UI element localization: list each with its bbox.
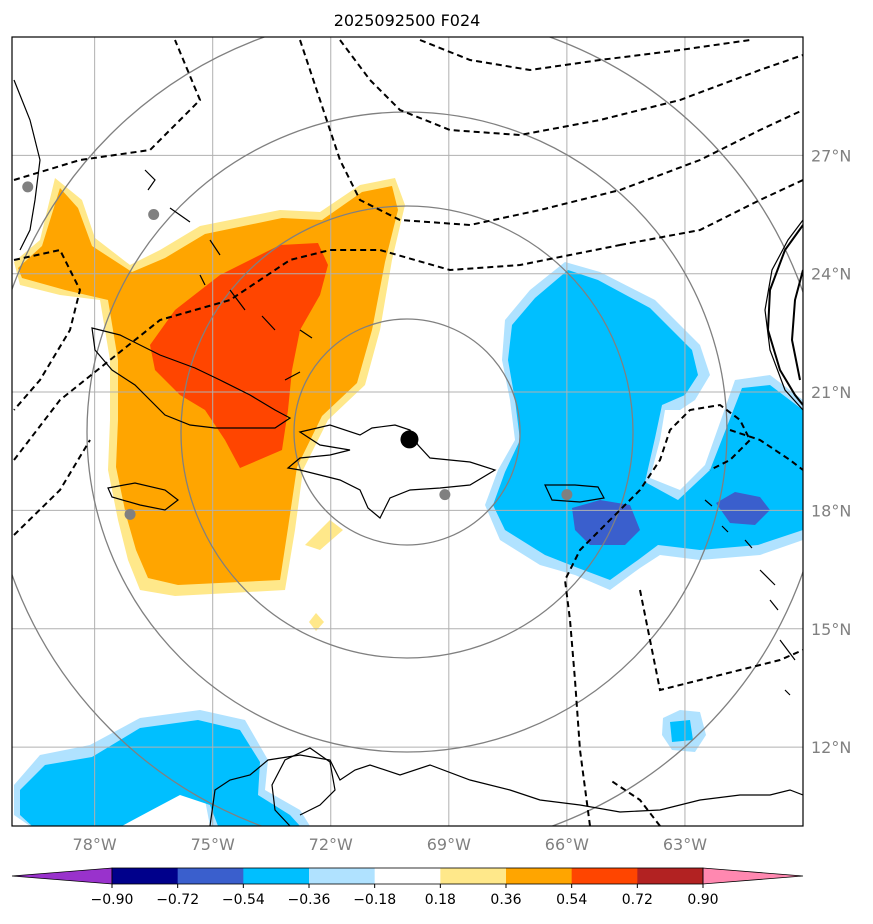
contour-5 (299, 39, 803, 227)
station-point (124, 508, 136, 520)
contour-1 (13, 39, 202, 181)
lon-tick-label: 75°W (191, 835, 235, 854)
coastline-florida (13, 79, 41, 251)
negative-anomaly-east-high-1 (572, 500, 640, 545)
colorbar-level-label: 0.36 (490, 892, 521, 908)
lat-tick-label: 24°N (811, 265, 851, 284)
colorbar-segment (571, 868, 638, 884)
lon-tick-label: 69°W (427, 835, 471, 854)
colorbar-level-label: −0.18 (353, 892, 396, 908)
positive-anomaly-dot (309, 613, 324, 631)
colorbar-segment (309, 868, 376, 884)
colorbar-level-label: 0.90 (687, 892, 718, 908)
solid-contour-1 (766, 224, 803, 406)
map-area (12, 37, 803, 826)
coastline-hispaniola (286, 424, 497, 519)
contour-4 (13, 439, 91, 536)
station-point (561, 489, 573, 501)
contour-9 (563, 403, 752, 826)
lat-tick-label: 15°N (811, 620, 851, 639)
range-rings (12, 37, 803, 826)
lon-tick-label: 72°W (309, 835, 353, 854)
coastline-puerto-rico (544, 484, 605, 503)
contour-2 (13, 248, 82, 411)
colorbar: −0.90 −0.72 −0.54 −0.36 −0.18 0.18 0.36 0.54 0.7… (11, 867, 804, 908)
colorbar-level-label: 0.72 (622, 892, 653, 908)
lon-tick-label: 63°W (663, 835, 707, 854)
coastlines (13, 79, 803, 826)
colorbar-segment (506, 868, 573, 884)
contour-6 (339, 39, 803, 137)
lat-tick-label: 12°N (811, 738, 851, 757)
coastline-venezuela-lake (271, 747, 336, 826)
contour-12 (729, 429, 803, 471)
coastline-jamaica (107, 482, 179, 511)
colorbar-level-label: −0.36 (288, 892, 331, 908)
gridlines (12, 37, 803, 826)
colorbar-segment (440, 868, 507, 884)
storm-center-marker (400, 430, 419, 449)
colorbar-outline (111, 867, 704, 885)
lat-tick-label: 27°N (811, 146, 851, 165)
colorbar-level-label: −0.54 (222, 892, 265, 908)
colorbar-level-label: −0.72 (156, 892, 199, 908)
coastline-cuba (91, 327, 292, 429)
longitude-tick-labels: 78°W 75°W 72°W 69°W 66°W 63°W (73, 835, 708, 854)
colorbar-segment (637, 868, 704, 884)
lat-tick-label: 18°N (811, 501, 851, 520)
contour-7 (419, 39, 751, 72)
lon-tick-label: 66°W (545, 835, 589, 854)
dashed-contours (13, 39, 803, 826)
map-title: 2025092500 F024 (334, 11, 481, 30)
station-point (22, 181, 34, 193)
colorbar-segment (177, 868, 244, 884)
colorbar-level-label: 0.18 (425, 892, 456, 908)
colorbar-segment (374, 868, 441, 884)
coastline-lesser-antilles (704, 499, 796, 696)
map-frame (11, 36, 804, 827)
contour-10 (609, 779, 661, 826)
station-point (439, 489, 451, 501)
latitude-tick-labels: 27°N 24°N 21°N 18°N 15°N 12°N (811, 146, 851, 757)
negative-anomaly-small-core (670, 720, 693, 742)
lon-tick-label: 78°W (73, 835, 117, 854)
negative-anomaly-east-high-2 (716, 492, 770, 525)
contour-3 (13, 244, 621, 461)
solid-contour-2 (790, 269, 803, 381)
lat-tick-label: 21°N (811, 383, 851, 402)
colorbar-extend-low (11, 867, 113, 885)
coastline-east-edge (764, 219, 803, 411)
colorbar-level-label: 0.54 (556, 892, 587, 908)
coastline-bahamas (144, 169, 313, 381)
colorbar-extend-high (702, 867, 804, 885)
contour-8 (619, 179, 803, 246)
positive-anomaly-high (150, 243, 328, 468)
station-markers (22, 181, 573, 520)
positive-anomaly-small (305, 520, 343, 550)
solid-contours (766, 224, 803, 406)
negative-anomaly-sw-mid (20, 720, 300, 826)
colorbar-segment (243, 868, 310, 884)
coastline-south-america (209, 754, 803, 826)
contour-11 (639, 589, 803, 692)
station-point (148, 209, 160, 221)
colorbar-level-label: −0.90 (91, 892, 134, 908)
colorbar-segment (112, 868, 179, 884)
